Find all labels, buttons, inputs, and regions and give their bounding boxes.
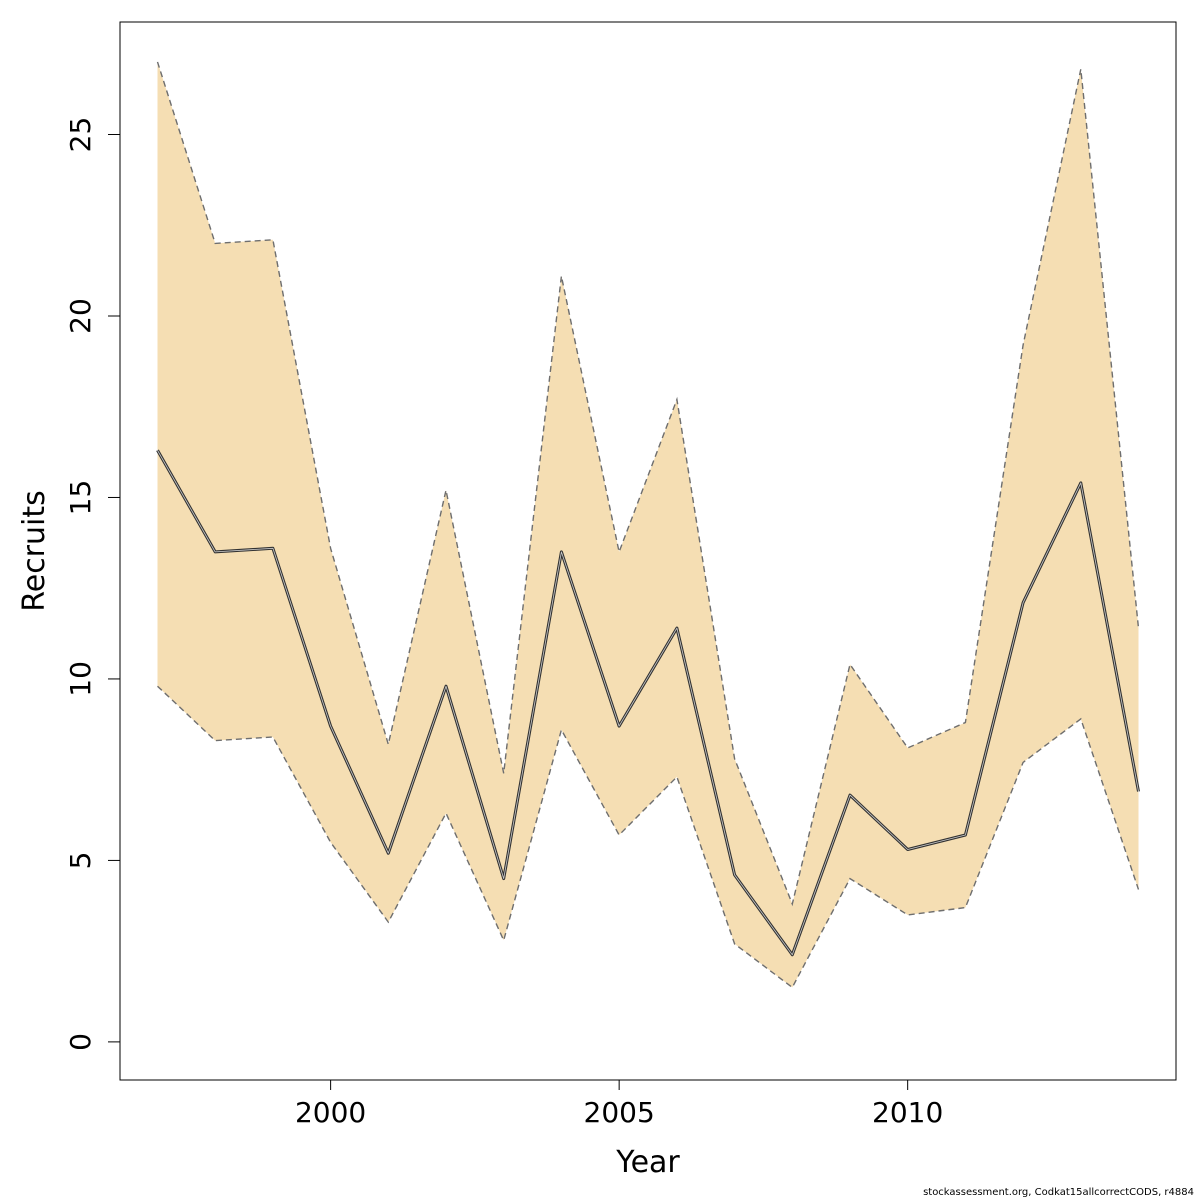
lower-bound-line: [157, 685, 1140, 989]
y-tick-label: 15: [64, 480, 97, 516]
x-tick-label: 2005: [584, 1096, 655, 1129]
x-tick-label: 2010: [872, 1096, 943, 1129]
footer-credit: stockassessment.org, Codkat15allcorrectC…: [923, 1187, 1194, 1198]
y-tick-label: 20: [64, 298, 97, 334]
x-axis-title: Year: [615, 1145, 680, 1180]
estimate-line-layer: [156, 449, 1140, 957]
y-tick-label: 25: [64, 117, 97, 153]
confidence-band: [157, 61, 1139, 988]
plot-frame: [119, 21, 1177, 1081]
x-tick-label: 2000: [295, 1096, 366, 1129]
y-axis: 0 5 10 15 20 25: [64, 117, 120, 1051]
estimate-line-highlight: [157, 450, 1139, 956]
confidence-band-layer: [156, 61, 1140, 989]
x-axis: 2000 2005 2010: [295, 1080, 943, 1129]
y-tick-label: 10: [64, 661, 97, 697]
y-tick-label: 0: [64, 1033, 97, 1051]
y-tick-label: 5: [64, 851, 97, 869]
y-axis-title: Recruits: [17, 490, 52, 612]
